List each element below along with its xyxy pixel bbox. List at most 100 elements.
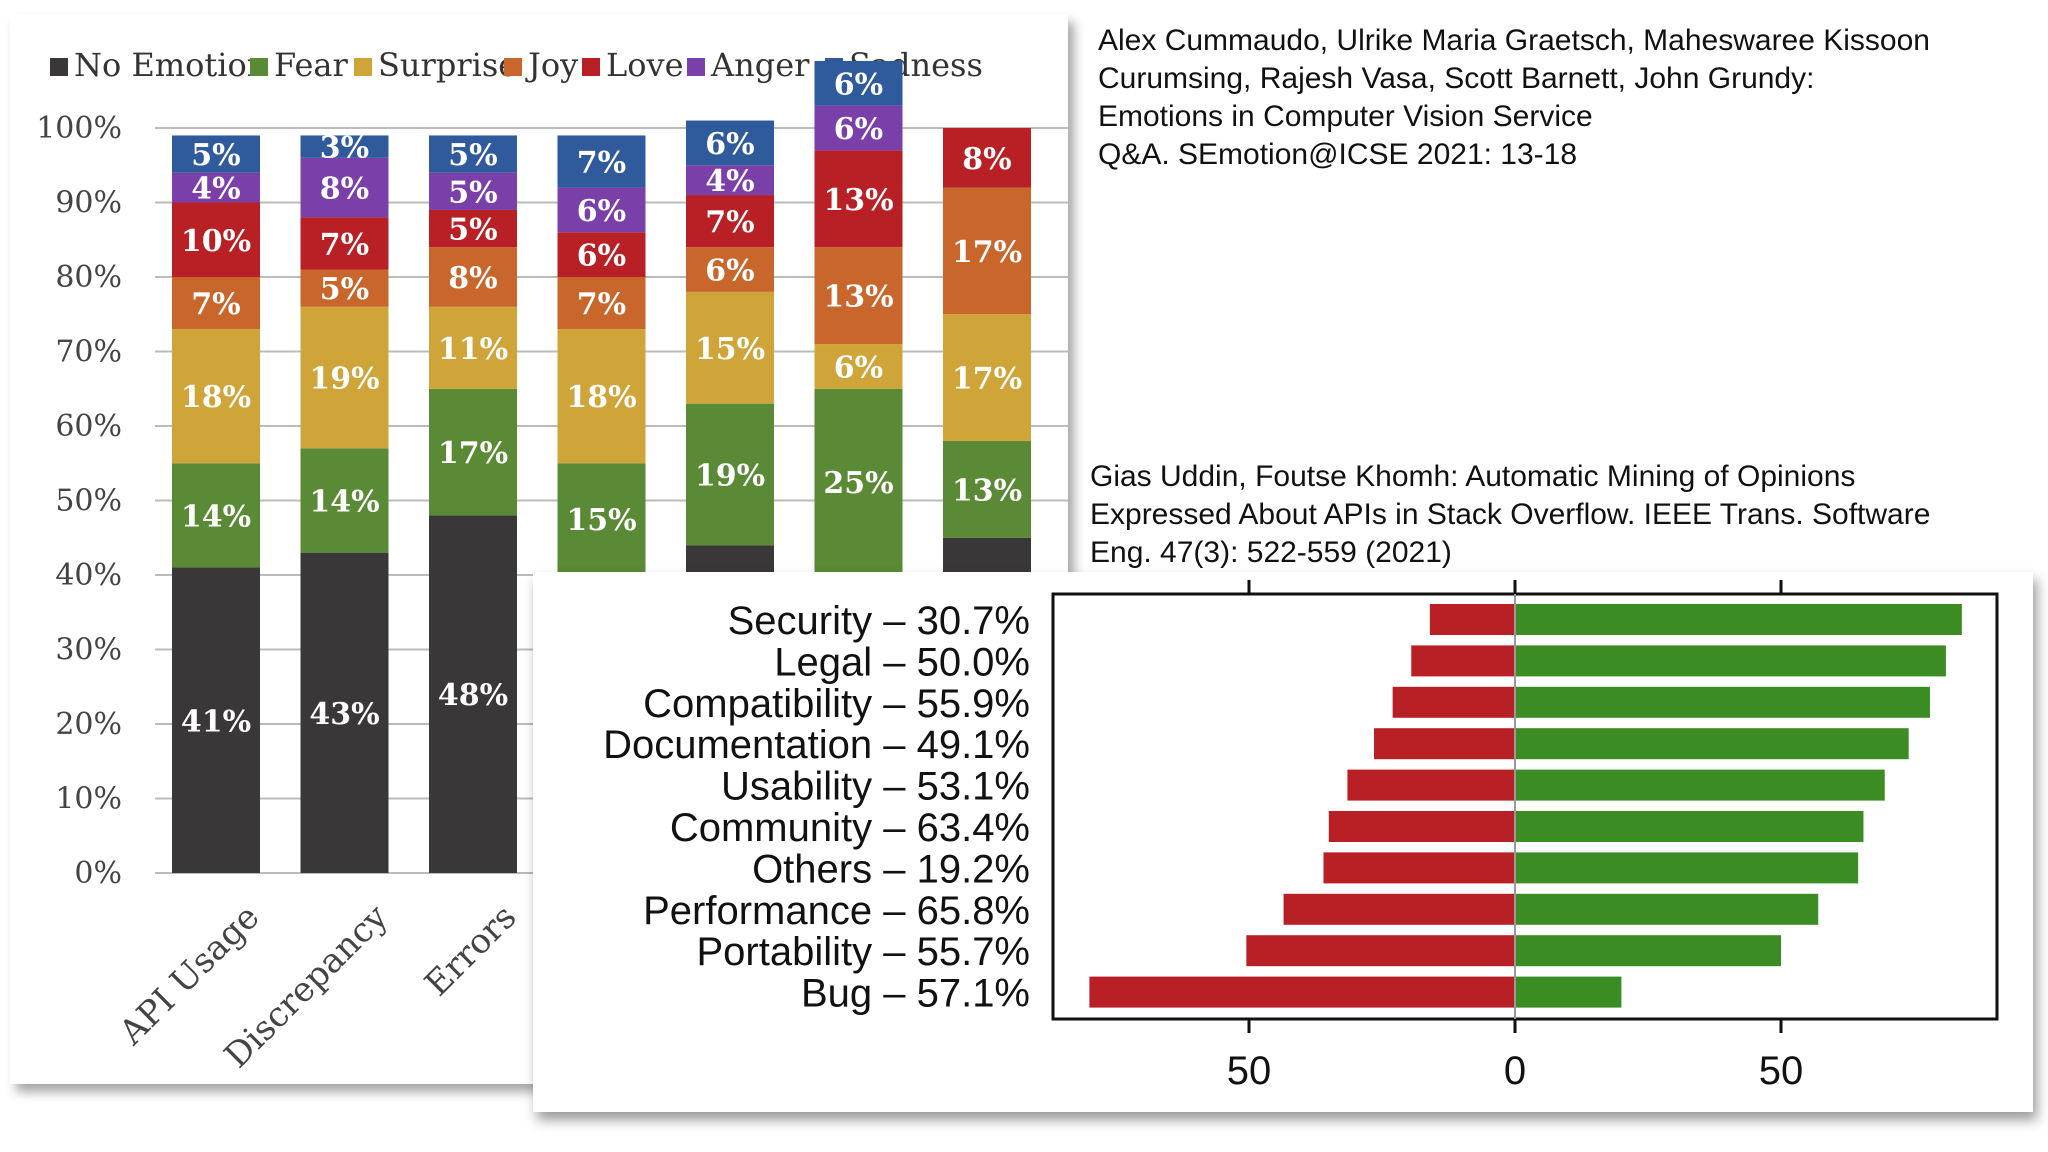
bar-segment (300, 448, 389, 553)
bar-segment-label: 17% (952, 235, 1022, 270)
negative-bar (1246, 935, 1515, 967)
category-label: Performance – 65.8% (643, 889, 1030, 933)
category-label: Others – 19.2% (752, 847, 1030, 891)
bar-segment (429, 247, 517, 307)
bar-segment (429, 515, 517, 873)
bar-segment-label: 6% (834, 112, 883, 147)
category-label: Community – 63.4% (670, 806, 1030, 850)
bar-segment-label: 5% (320, 272, 369, 307)
x-tick-label: 50 (1227, 1049, 1272, 1093)
citation-line: Eng. 47(3): 522-559 (2021) (1090, 536, 1452, 569)
bar-segment (429, 172, 517, 210)
citation-line: Emotions in Computer Vision Service (1098, 100, 1593, 133)
bar-segment (557, 277, 646, 330)
bar-segment (429, 306, 517, 389)
bar-segment (943, 314, 1031, 441)
bar-segment (429, 135, 517, 173)
bar-segment (557, 232, 646, 277)
negative-bar (1374, 728, 1515, 760)
category-label: Compatibility – 55.9% (643, 682, 1030, 726)
x-tick-label: 0 (1504, 1049, 1526, 1093)
bar-segment-label: 17% (952, 362, 1022, 397)
negative-bar (1283, 893, 1515, 925)
bar-segment (814, 247, 903, 345)
bar-segment-label: 14% (309, 485, 379, 520)
bar-segment-label: 7% (577, 146, 626, 181)
bar-segment-label: 48% (438, 678, 508, 713)
citation-line: Alex Cummaudo, Ulrike Maria Graetsch, Ma… (1098, 24, 1930, 57)
category-label: Security – 30.7% (728, 599, 1030, 643)
bar-segment (557, 135, 646, 188)
bar-segment (686, 120, 774, 166)
bar-segment (686, 165, 774, 196)
bar-segment-label: 5% (191, 138, 240, 173)
bar-segment (429, 388, 517, 516)
bar-segment-label: 10% (181, 224, 251, 259)
bar-segment (943, 440, 1031, 538)
y-tick-label: 70% (55, 335, 122, 370)
bar-segment (557, 463, 646, 575)
bar-segment-label: 18% (566, 380, 636, 415)
category-label: Bug – 57.1% (801, 972, 1030, 1016)
bar-segment (300, 306, 389, 449)
citation-line: Curumsing, Rajesh Vasa, Scott Barnett, J… (1098, 62, 1815, 95)
bar-segment-label: 19% (309, 362, 379, 397)
bar-segment-label: 8% (448, 261, 497, 296)
positive-bar (1515, 935, 1781, 967)
legend-swatch (582, 58, 600, 76)
positive-bar (1515, 728, 1909, 760)
negative-bar (1089, 976, 1515, 1008)
bar-segment (300, 269, 389, 307)
bar-segment-label: 25% (823, 466, 893, 501)
bar-segment-label: 6% (577, 239, 626, 274)
citation-line: Q&A. SEmotion@ICSE 2021: 13-18 (1098, 138, 1578, 171)
plot-frame (1051, 592, 1999, 1021)
bar-segment-label: 17% (438, 436, 508, 471)
legend-label: Anger (710, 46, 810, 84)
negative-bar (1347, 769, 1515, 801)
bar-segment-label: 5% (448, 138, 497, 173)
bar-segment-label: 6% (834, 350, 883, 385)
bar-segment-label: 13% (952, 473, 1022, 508)
bar-segment-label: 18% (181, 380, 251, 415)
bar-segment (814, 150, 903, 248)
category-label: Documentation – 49.1% (603, 723, 1030, 767)
positive-bar (1515, 604, 1962, 635)
positive-bar (1515, 686, 1930, 718)
positive-bar (1515, 811, 1864, 842)
legend-label: Fear (274, 46, 348, 84)
legend-swatch (250, 58, 268, 76)
bar-segment (686, 247, 774, 292)
negative-bar (1323, 852, 1515, 884)
bar-segment (172, 463, 260, 568)
bar-segment-label: 15% (695, 332, 765, 367)
positive-bar (1515, 769, 1885, 801)
negative-bar (1328, 811, 1515, 842)
y-tick-label: 40% (55, 558, 122, 593)
bar-segment (686, 195, 774, 248)
y-tick-label: 100% (36, 111, 122, 146)
bar-segment-label: 5% (448, 175, 497, 210)
bar-segment (943, 128, 1031, 188)
category-label: Usability – 53.1% (721, 765, 1030, 809)
bar-segment (172, 172, 260, 203)
legend-swatch (50, 58, 68, 76)
y-tick-label: 20% (55, 707, 122, 742)
bar-segment-label: 6% (705, 127, 754, 162)
bar-segment (814, 344, 903, 389)
bar-segment-label: 3% (320, 131, 369, 166)
bar-segment (557, 187, 646, 233)
bar-segment (300, 217, 389, 270)
negative-bar (1392, 686, 1515, 718)
bar-segment-label: 41% (181, 704, 251, 739)
bar-segment-label: 7% (577, 287, 626, 322)
y-tick-label: 60% (55, 409, 122, 444)
citation-cummaudo: Alex Cummaudo, Ulrike Maria Graetsch, Ma… (1098, 22, 2018, 174)
negative-bar (1411, 645, 1515, 677)
bar-segment-label: 7% (191, 287, 240, 322)
y-tick-label: 0% (74, 856, 122, 891)
citation-line: Gias Uddin, Foutse Khomh: Automatic Mini… (1090, 460, 1856, 493)
legend-label: No Emotion (74, 46, 267, 84)
bar-segment (172, 329, 260, 464)
bar-segment-label: 43% (309, 697, 379, 732)
